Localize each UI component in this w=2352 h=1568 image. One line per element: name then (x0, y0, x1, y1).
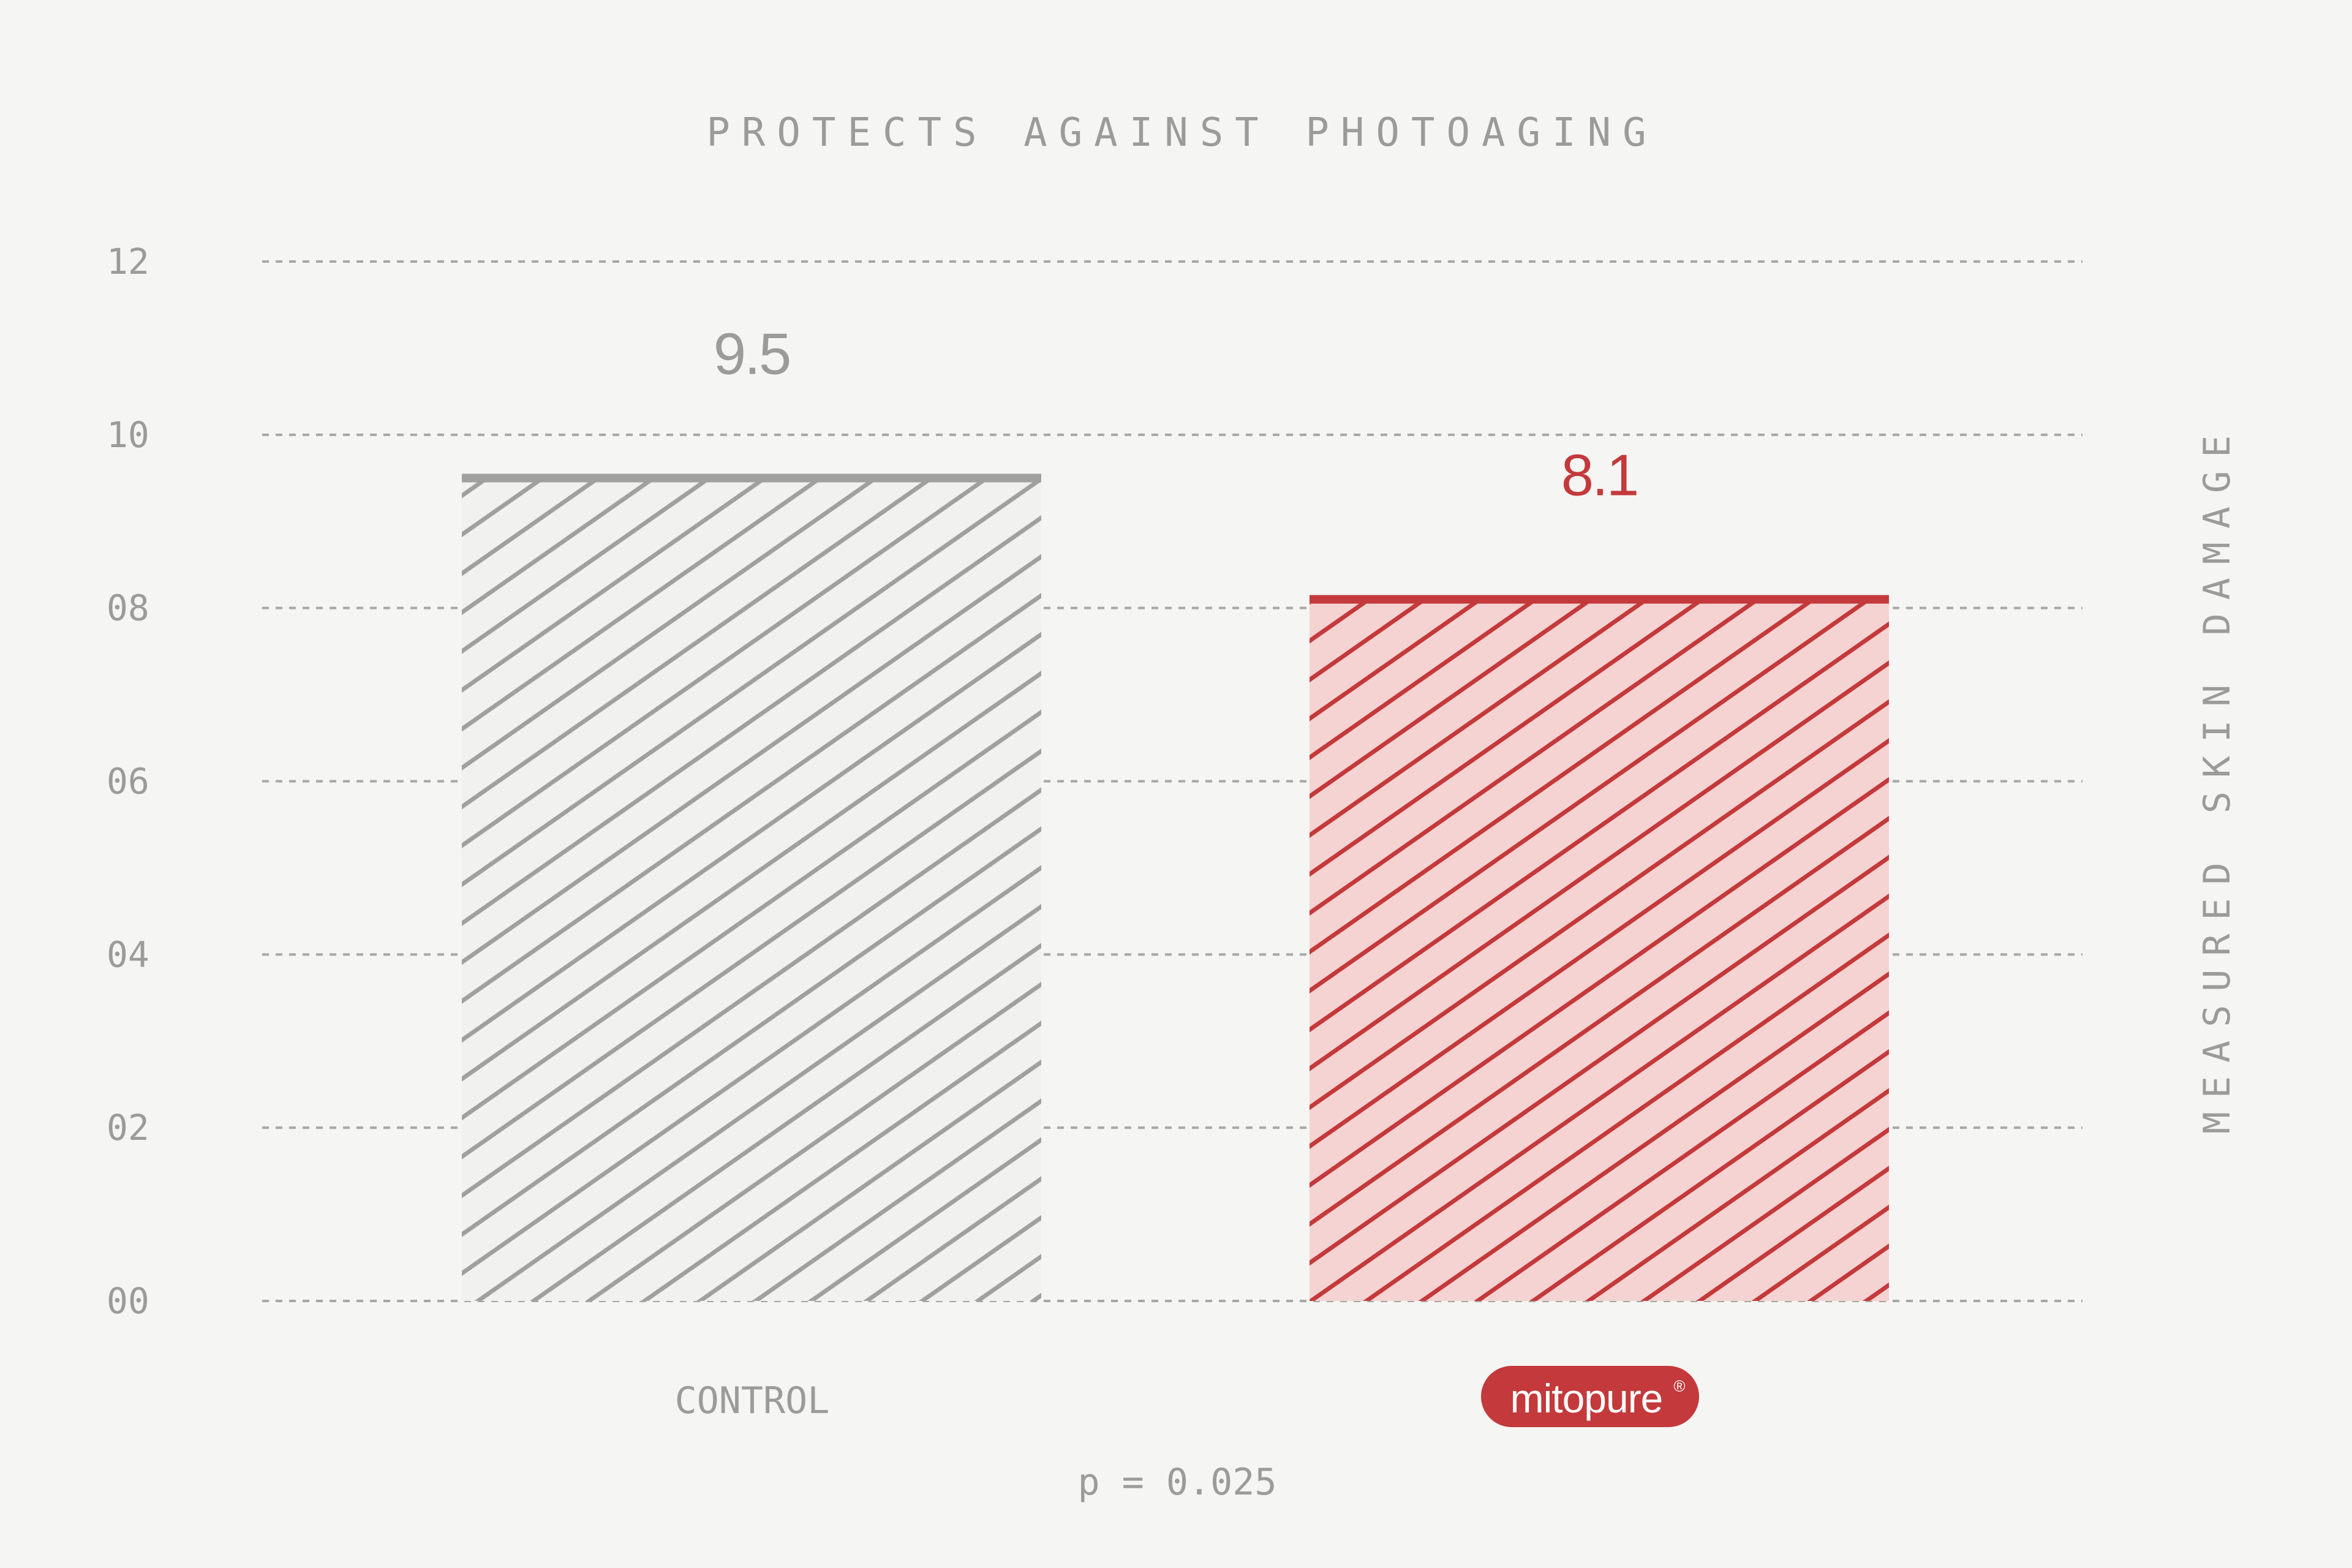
bar-mitopure (1310, 599, 1889, 1301)
value-labels: 9.5 8.1 (714, 322, 1639, 508)
category-label-mitopure: mitopure (1510, 1376, 1663, 1421)
category-label-control: CONTROL (675, 1379, 830, 1422)
y-tick-label: 04 (107, 933, 149, 975)
chart-title: PROTECTS AGAINST PHOTOAGING (706, 110, 1657, 156)
value-label: 8.1 (1561, 443, 1637, 508)
value-label: 9.5 (714, 322, 790, 387)
y-axis-label: MEASURED SKIN DAMAGE (2196, 422, 2239, 1134)
registered-mark: ® (1673, 1377, 1685, 1395)
y-tick-label: 06 (107, 761, 149, 802)
y-axis-ticks: 00 02 04 06 08 10 12 (107, 241, 149, 1322)
y-tick-label: 00 (107, 1280, 149, 1322)
mitopure-logo: mitopure ® (1481, 1366, 1699, 1427)
bar-control (462, 478, 1041, 1301)
y-tick-label: 12 (107, 241, 149, 282)
bars (462, 473, 1889, 1301)
y-tick-label: 10 (107, 414, 149, 456)
p-value-annotation: p = 0.025 (1077, 1461, 1276, 1504)
y-tick-label: 02 (107, 1107, 149, 1148)
y-tick-label: 08 (107, 587, 149, 629)
